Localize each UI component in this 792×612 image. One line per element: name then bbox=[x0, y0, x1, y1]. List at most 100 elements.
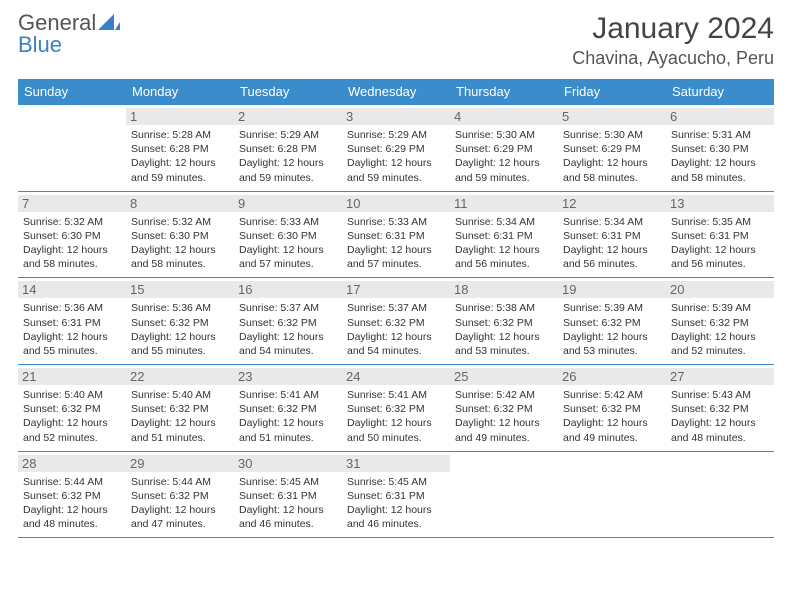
calendar-cell: 19 Sunrise: 5:39 AMSunset: 6:32 PMDayligh… bbox=[558, 278, 666, 365]
day-number: 15 bbox=[126, 281, 234, 298]
day-number: 20 bbox=[666, 281, 774, 298]
day-number: 16 bbox=[234, 281, 342, 298]
title-block: January 2024 Chavina, Ayacucho, Peru bbox=[572, 12, 774, 69]
cell-details: Sunrise: 5:44 AMSunset: 6:32 PMDaylight:… bbox=[23, 475, 121, 532]
cell-details: Sunrise: 5:33 AMSunset: 6:30 PMDaylight:… bbox=[239, 215, 337, 272]
day-header: Monday bbox=[126, 79, 234, 105]
cell-details: Sunrise: 5:32 AMSunset: 6:30 PMDaylight:… bbox=[131, 215, 229, 272]
cell-details: Sunrise: 5:43 AMSunset: 6:32 PMDaylight:… bbox=[671, 388, 769, 445]
day-number: 11 bbox=[450, 195, 558, 212]
cell-details: Sunrise: 5:45 AMSunset: 6:31 PMDaylight:… bbox=[239, 475, 337, 532]
day-header: Thursday bbox=[450, 79, 558, 105]
day-number: 5 bbox=[558, 108, 666, 125]
calendar-cell: 17 Sunrise: 5:37 AMSunset: 6:32 PMDayligh… bbox=[342, 278, 450, 365]
calendar-cell: 18 Sunrise: 5:38 AMSunset: 6:32 PMDayligh… bbox=[450, 278, 558, 365]
calendar-cell: 31 Sunrise: 5:45 AMSunset: 6:31 PMDayligh… bbox=[342, 451, 450, 538]
day-number: 19 bbox=[558, 281, 666, 298]
month-title: January 2024 bbox=[572, 12, 774, 46]
cell-details: Sunrise: 5:28 AMSunset: 6:28 PMDaylight:… bbox=[131, 128, 229, 185]
day-number: 4 bbox=[450, 108, 558, 125]
calendar-cell: 3 Sunrise: 5:29 AMSunset: 6:29 PMDaylight… bbox=[342, 105, 450, 192]
calendar-cell: 2 Sunrise: 5:29 AMSunset: 6:28 PMDaylight… bbox=[234, 105, 342, 192]
cell-details: Sunrise: 5:31 AMSunset: 6:30 PMDaylight:… bbox=[671, 128, 769, 185]
day-number: 30 bbox=[234, 455, 342, 472]
calendar-row: 21 Sunrise: 5:40 AMSunset: 6:32 PMDayligh… bbox=[18, 365, 774, 452]
calendar-body: 1Sunrise: 5:28 AMSunset: 6:28 PMDaylight… bbox=[18, 105, 774, 538]
calendar-cell: 23 Sunrise: 5:41 AMSunset: 6:32 PMDayligh… bbox=[234, 365, 342, 452]
cell-details: Sunrise: 5:42 AMSunset: 6:32 PMDaylight:… bbox=[563, 388, 661, 445]
cell-details: Sunrise: 5:32 AMSunset: 6:30 PMDaylight:… bbox=[23, 215, 121, 272]
day-number: 18 bbox=[450, 281, 558, 298]
cell-details: Sunrise: 5:37 AMSunset: 6:32 PMDaylight:… bbox=[239, 301, 337, 358]
calendar-cell: 26Sunrise: 5:42 AMSunset: 6:32 PMDayligh… bbox=[558, 365, 666, 452]
day-number: 8 bbox=[126, 195, 234, 212]
day-number: 3 bbox=[342, 108, 450, 125]
calendar-cell: 29Sunrise: 5:44 AMSunset: 6:32 PMDayligh… bbox=[126, 451, 234, 538]
cell-details: Sunrise: 5:36 AMSunset: 6:32 PMDaylight:… bbox=[131, 301, 229, 358]
calendar-cell: 21 Sunrise: 5:40 AMSunset: 6:32 PMDayligh… bbox=[18, 365, 126, 452]
calendar-cell: 4Sunrise: 5:30 AMSunset: 6:29 PMDaylight… bbox=[450, 105, 558, 192]
calendar-cell: 15 Sunrise: 5:36 AMSunset: 6:32 PMDayligh… bbox=[126, 278, 234, 365]
day-number: 7 bbox=[18, 195, 126, 212]
cell-details: Sunrise: 5:29 AMSunset: 6:28 PMDaylight:… bbox=[239, 128, 337, 185]
day-number: 14 bbox=[18, 281, 126, 298]
day-number: 17 bbox=[342, 281, 450, 298]
cell-details: Sunrise: 5:41 AMSunset: 6:32 PMDaylight:… bbox=[239, 388, 337, 445]
calendar-table: SundayMondayTuesdayWednesdayThursdayFrid… bbox=[18, 79, 774, 538]
calendar-cell: 28 Sunrise: 5:44 AMSunset: 6:32 PMDayligh… bbox=[18, 451, 126, 538]
calendar-cell: 10Sunrise: 5:33 AMSunset: 6:31 PMDayligh… bbox=[342, 191, 450, 278]
day-number: 12 bbox=[558, 195, 666, 212]
cell-details: Sunrise: 5:29 AMSunset: 6:29 PMDaylight:… bbox=[347, 128, 445, 185]
calendar-row: 1Sunrise: 5:28 AMSunset: 6:28 PMDaylight… bbox=[18, 105, 774, 192]
day-header: Wednesday bbox=[342, 79, 450, 105]
calendar-cell bbox=[450, 451, 558, 538]
day-header: Friday bbox=[558, 79, 666, 105]
calendar-cell: 30 Sunrise: 5:45 AMSunset: 6:31 PMDayligh… bbox=[234, 451, 342, 538]
day-number: 22 bbox=[126, 368, 234, 385]
day-number: 6 bbox=[666, 108, 774, 125]
day-number: 9 bbox=[234, 195, 342, 212]
day-number: 24 bbox=[342, 368, 450, 385]
calendar-row: 14Sunrise: 5:36 AMSunset: 6:31 PMDayligh… bbox=[18, 278, 774, 365]
day-number: 13 bbox=[666, 195, 774, 212]
day-header: Tuesday bbox=[234, 79, 342, 105]
cell-details: Sunrise: 5:42 AMSunset: 6:32 PMDaylight:… bbox=[455, 388, 553, 445]
cell-details: Sunrise: 5:38 AMSunset: 6:32 PMDaylight:… bbox=[455, 301, 553, 358]
location: Chavina, Ayacucho, Peru bbox=[572, 48, 774, 69]
calendar-cell bbox=[666, 451, 774, 538]
cell-details: Sunrise: 5:34 AMSunset: 6:31 PMDaylight:… bbox=[455, 215, 553, 272]
day-number: 25 bbox=[450, 368, 558, 385]
calendar-cell: 25 Sunrise: 5:42 AMSunset: 6:32 PMDayligh… bbox=[450, 365, 558, 452]
calendar-cell: 16 Sunrise: 5:37 AMSunset: 6:32 PMDayligh… bbox=[234, 278, 342, 365]
calendar-cell: 12 Sunrise: 5:34 AMSunset: 6:31 PMDayligh… bbox=[558, 191, 666, 278]
day-number: 31 bbox=[342, 455, 450, 472]
cell-details: Sunrise: 5:37 AMSunset: 6:32 PMDaylight:… bbox=[347, 301, 445, 358]
calendar-row: 7 Sunrise: 5:32 AMSunset: 6:30 PMDaylight… bbox=[18, 191, 774, 278]
cell-details: Sunrise: 5:41 AMSunset: 6:32 PMDaylight:… bbox=[347, 388, 445, 445]
cell-details: Sunrise: 5:45 AMSunset: 6:31 PMDaylight:… bbox=[347, 475, 445, 532]
calendar-cell: 5Sunrise: 5:30 AMSunset: 6:29 PMDaylight… bbox=[558, 105, 666, 192]
calendar-cell: 6 Sunrise: 5:31 AMSunset: 6:30 PMDaylight… bbox=[666, 105, 774, 192]
calendar-cell: 22 Sunrise: 5:40 AMSunset: 6:32 PMDayligh… bbox=[126, 365, 234, 452]
logo: General Blue bbox=[18, 12, 120, 56]
day-number: 21 bbox=[18, 368, 126, 385]
calendar-cell: 14Sunrise: 5:36 AMSunset: 6:31 PMDayligh… bbox=[18, 278, 126, 365]
header: General Blue January 2024 Chavina, Ayacu… bbox=[18, 12, 774, 69]
cell-details: Sunrise: 5:39 AMSunset: 6:32 PMDaylight:… bbox=[671, 301, 769, 358]
cell-details: Sunrise: 5:40 AMSunset: 6:32 PMDaylight:… bbox=[131, 388, 229, 445]
cell-details: Sunrise: 5:34 AMSunset: 6:31 PMDaylight:… bbox=[563, 215, 661, 272]
day-number: 23 bbox=[234, 368, 342, 385]
calendar-cell: 24 Sunrise: 5:41 AMSunset: 6:32 PMDayligh… bbox=[342, 365, 450, 452]
day-number: 29 bbox=[126, 455, 234, 472]
calendar-cell: 7 Sunrise: 5:32 AMSunset: 6:30 PMDaylight… bbox=[18, 191, 126, 278]
calendar-cell: 27Sunrise: 5:43 AMSunset: 6:32 PMDayligh… bbox=[666, 365, 774, 452]
calendar-cell: 13Sunrise: 5:35 AMSunset: 6:31 PMDayligh… bbox=[666, 191, 774, 278]
calendar-cell: 20 Sunrise: 5:39 AMSunset: 6:32 PMDayligh… bbox=[666, 278, 774, 365]
cell-details: Sunrise: 5:39 AMSunset: 6:32 PMDaylight:… bbox=[563, 301, 661, 358]
day-number: 2 bbox=[234, 108, 342, 125]
day-header: Sunday bbox=[18, 79, 126, 105]
calendar-cell bbox=[558, 451, 666, 538]
cell-details: Sunrise: 5:40 AMSunset: 6:32 PMDaylight:… bbox=[23, 388, 121, 445]
day-number: 28 bbox=[18, 455, 126, 472]
calendar-cell: 1Sunrise: 5:28 AMSunset: 6:28 PMDaylight… bbox=[126, 105, 234, 192]
